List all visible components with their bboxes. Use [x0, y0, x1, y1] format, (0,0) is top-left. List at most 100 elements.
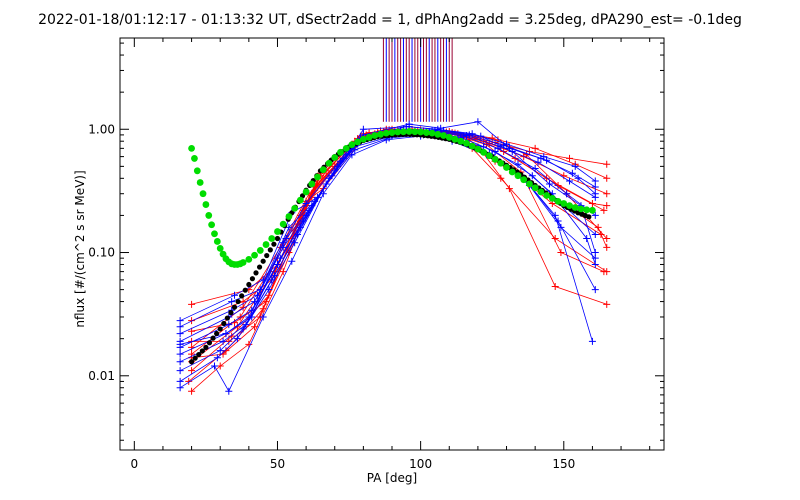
blue-trace-point [176, 377, 184, 385]
blue-trace-point [222, 330, 230, 338]
blue-trace-line [179, 130, 596, 355]
green-fit-point [348, 141, 356, 149]
red-trace-point [560, 172, 568, 180]
green-fit-point [256, 247, 264, 254]
green-fit-point [268, 235, 276, 242]
red-trace-point [188, 387, 196, 395]
green-fit-point [520, 176, 528, 184]
blue-trace-point [588, 337, 596, 345]
black-fit-point [242, 287, 248, 293]
green-fit-point [296, 196, 304, 204]
black-fit-point [199, 348, 205, 354]
black-fit-point [203, 344, 209, 350]
blue-trace-point [534, 158, 542, 166]
blue-trace-point [256, 286, 264, 294]
black-fit-point [221, 320, 227, 327]
green-fit-point [417, 128, 425, 136]
red-trace-point [603, 300, 611, 308]
green-fit-point [497, 159, 505, 167]
green-fit-point [196, 179, 204, 186]
green-fit-point [405, 128, 413, 135]
green-fit-point [468, 142, 476, 150]
green-fit-point [191, 155, 198, 162]
red-trace-point [603, 160, 611, 168]
green-fit-point [365, 133, 373, 141]
blue-trace-point [216, 347, 224, 355]
black-fit-point [253, 270, 259, 276]
green-fit-point [543, 192, 551, 199]
plot-area [176, 38, 611, 395]
black-fit-point [260, 258, 266, 264]
black-fit-point [224, 315, 230, 321]
y-tick-label: 0.01 [88, 369, 115, 383]
blue-trace-point [528, 172, 536, 180]
x-axis-label: PA [deg] [367, 471, 417, 485]
blue-trace-point [583, 234, 591, 242]
spike-lines [382, 38, 453, 122]
blue-trace-point [591, 249, 599, 257]
blue-trace-point [591, 190, 599, 198]
red-trace-point [566, 154, 574, 162]
red-trace-point [505, 185, 513, 193]
blue-trace-point [259, 276, 267, 284]
red-trace-point [603, 202, 611, 210]
blue-trace-point [176, 330, 184, 338]
red-trace-point [188, 300, 196, 308]
red-trace-line [191, 129, 607, 348]
green-fit-point [560, 200, 568, 207]
green-fit-point [274, 228, 281, 235]
green-fit-point [216, 245, 224, 252]
red-trace-point [188, 327, 196, 335]
green-fit-point [434, 130, 442, 138]
blue-trace-point [273, 260, 281, 268]
blue-trace-point [176, 384, 184, 392]
black-fit-point [217, 326, 223, 332]
green-fit-point [285, 213, 293, 220]
red-trace-line [191, 129, 607, 355]
green-fit-point [239, 259, 247, 266]
black-fit-point [264, 252, 270, 259]
red-trace-point [600, 268, 608, 276]
y-axis-label: nflux [#/(cm^2 s sr MeV)] [73, 170, 87, 327]
blue-trace-point [591, 231, 599, 239]
blue-trace-line [179, 126, 596, 322]
y-tick-label: 1.00 [88, 122, 115, 136]
black-fit-point [188, 359, 195, 365]
red-trace-point [497, 174, 505, 182]
black-fit-point [196, 351, 202, 358]
black-fit-point [235, 298, 241, 305]
chart-title: 2022-01-18/01:12:17 - 01:13:32 UT, dSect… [38, 12, 742, 28]
blue-trace-line [179, 126, 596, 334]
green-fit-point [331, 154, 339, 161]
blue-trace-point [305, 206, 313, 214]
green-fit-point [503, 164, 510, 171]
green-fit-point [508, 168, 516, 176]
green-fit-point [211, 230, 218, 238]
green-fit-point [354, 138, 362, 146]
red-trace-point [588, 199, 596, 207]
green-fit-point [451, 135, 459, 143]
blue-trace-point [505, 144, 513, 152]
green-fit-point [342, 144, 350, 152]
axes: 0 50 100 150 0.01 0.10 1.00 [88, 38, 664, 471]
red-trace-point [188, 317, 196, 325]
green-fit-point [208, 221, 216, 229]
green-fit-point [319, 166, 327, 174]
blue-trace-point [259, 313, 267, 321]
black-fit-point [256, 264, 263, 270]
green-fit-point [531, 184, 539, 192]
blue-trace-point [591, 286, 599, 294]
green-fit-point [554, 197, 562, 205]
green-fit-point [314, 173, 321, 181]
blue-trace-point [571, 162, 579, 170]
green-fit-point [193, 167, 201, 175]
blue-trace-point [176, 340, 184, 348]
y-tick-label: 0.10 [88, 246, 115, 260]
black-fit-point [267, 247, 273, 253]
black-fit-point [239, 293, 245, 299]
green-fit-point [548, 194, 556, 202]
green-fit-point [382, 129, 390, 137]
green-fit-point [589, 206, 596, 214]
green-fit-point [480, 148, 488, 156]
blue-trace-point [271, 272, 279, 280]
